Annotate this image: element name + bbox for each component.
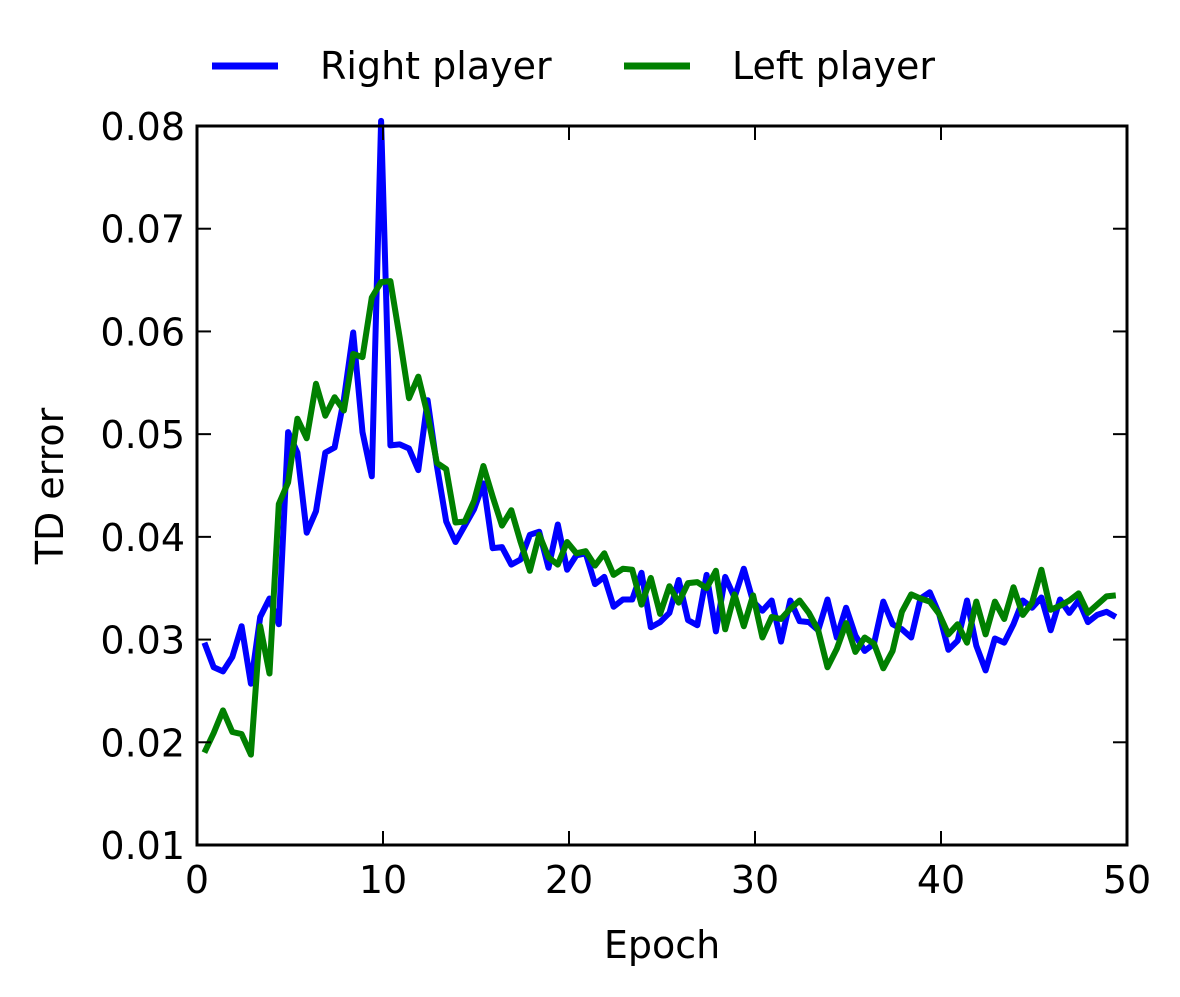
y-tick-label: 0.07 [100,208,185,252]
y-tick-label: 0.04 [100,516,185,560]
y-tick-label: 0.06 [100,310,185,354]
legend-label-left-player: Left player [732,44,935,88]
x-tick-label: 30 [731,858,779,902]
series-line-right-player [201,117,1118,687]
legend: Right player Left player [212,44,935,88]
x-tick-label: 0 [185,858,209,902]
y-tick-label: 0.02 [100,721,185,765]
y-axis-label: TD error [28,407,72,565]
x-tick-label: 20 [545,858,593,902]
series-layer [201,117,1118,758]
legend-label-right-player: Right player [320,44,552,88]
y-tick-label: 0.05 [100,413,185,457]
y-tick-label: 0.08 [100,105,185,149]
series-line-left-player [201,278,1117,758]
x-axis-label: Epoch [604,923,720,967]
y-tick-label: 0.01 [100,824,185,868]
x-tick-label: 10 [359,858,407,902]
y-tick-label: 0.03 [100,619,185,663]
ticks-layer: 0 10 20 30 40 50 0.01 0.02 0.03 0.04 0.05 0.06 0.07 0… [100,105,1151,902]
x-tick-label: 40 [917,858,965,902]
plot-frame [195,124,1129,847]
x-tick-label: 50 [1103,858,1151,902]
